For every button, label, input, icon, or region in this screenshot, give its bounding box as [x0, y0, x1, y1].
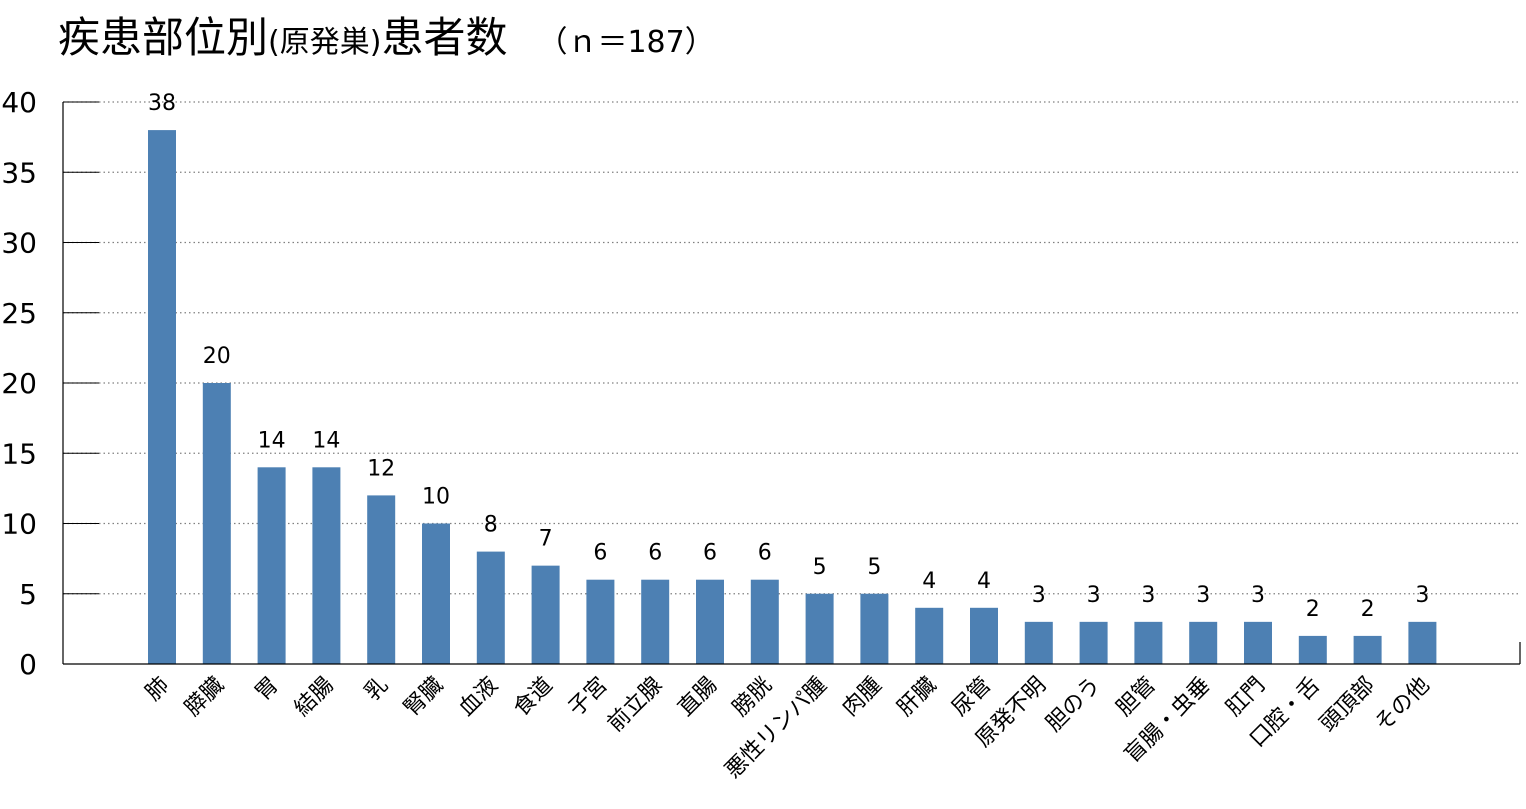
- category-label: その他: [1370, 673, 1434, 737]
- category-label: 腎臓: [399, 673, 448, 722]
- axes: [62, 102, 1521, 665]
- bar: [1079, 621, 1108, 664]
- data-label: 3: [1196, 583, 1210, 608]
- category-label: 結腸: [290, 673, 339, 722]
- data-label: 2: [1306, 597, 1320, 622]
- bar: [1189, 621, 1218, 664]
- y-tick-label: 15: [1, 437, 37, 470]
- data-label: 10: [422, 485, 450, 510]
- title-main: 疾患部位別: [58, 13, 269, 62]
- category-label: 肺: [141, 673, 174, 706]
- bars: [148, 130, 1437, 665]
- bar: [367, 495, 396, 664]
- data-label: 38: [148, 91, 176, 116]
- chart-title: 疾患部位別(原発巣)患者数 （ｎ＝187）: [58, 4, 715, 64]
- data-label: 3: [1032, 583, 1046, 608]
- data-label: 14: [312, 428, 340, 453]
- bar: [476, 551, 505, 664]
- data-label: 3: [1251, 583, 1265, 608]
- bar: [586, 579, 615, 664]
- bar: [915, 607, 944, 664]
- category-labels: 肺膵臓胃結腸乳腎臓 血液 食道 子宮前立腺 直腸 膀胱悪性リンパ腫 肉腫 肝臓 尿管原発不明胆の…: [141, 673, 1435, 784]
- data-label: 6: [648, 541, 662, 566]
- title-paren: (原発巣): [268, 25, 382, 60]
- bar: [257, 467, 286, 664]
- bar: [312, 467, 341, 664]
- category-label: 直腸: [673, 673, 722, 722]
- y-tick-label: 0: [19, 648, 37, 681]
- data-label: 6: [703, 541, 717, 566]
- data-label: 5: [867, 555, 881, 580]
- data-label: 2: [1361, 597, 1375, 622]
- data-label: 6: [758, 541, 772, 566]
- bar: [148, 130, 176, 665]
- y-tick-label: 5: [19, 578, 37, 611]
- data-label: 8: [484, 513, 498, 538]
- category-label: 頭頂部: [1315, 673, 1379, 737]
- data-label: 3: [1087, 583, 1101, 608]
- category-label: 肉腫: [838, 673, 887, 722]
- bar: [860, 593, 889, 664]
- data-label: 7: [539, 527, 553, 552]
- data-label: 3: [1141, 583, 1155, 608]
- y-tick-label: 25: [1, 297, 37, 330]
- bar: [1134, 621, 1163, 664]
- title-count: （ｎ＝187）: [537, 25, 715, 60]
- bar: [202, 383, 231, 664]
- data-label: 20: [203, 344, 231, 369]
- bar: [641, 579, 670, 664]
- bar: [422, 523, 450, 664]
- y-tick-label: 30: [1, 227, 37, 260]
- bar: [805, 593, 834, 664]
- bar: [1244, 621, 1272, 664]
- category-label: 尿管: [947, 673, 996, 722]
- category-label: 膵臓: [180, 673, 229, 722]
- y-tick-label: 20: [1, 367, 37, 400]
- y-axis-ticks: 0 5 10 15 20 25 30 35 40: [1, 86, 99, 681]
- data-label: 12: [367, 456, 395, 481]
- data-label: 14: [258, 428, 286, 453]
- data-label: 4: [922, 569, 936, 594]
- data-label: 6: [593, 541, 607, 566]
- category-label: 胆管: [1112, 673, 1161, 722]
- y-tick-label: 10: [1, 508, 37, 541]
- bar: [1408, 621, 1437, 664]
- category-label: 血液: [454, 673, 503, 722]
- category-label: 食道: [509, 673, 558, 722]
- category-label: 胆のう: [1041, 673, 1105, 737]
- bar: [1024, 621, 1053, 664]
- category-label: 肝臓: [893, 673, 942, 722]
- category-label: 子宮: [564, 673, 613, 722]
- bar: [750, 579, 779, 664]
- category-label: 肛門: [1221, 673, 1270, 722]
- y-tick-label: 40: [1, 86, 37, 119]
- value-labels: 38 20 14 14 12 10 8 7 6 6 6 6 5 5 4 4 3 3 3 3 3 2 2 3: [148, 91, 1429, 622]
- bar: [696, 579, 724, 664]
- data-label: 4: [977, 569, 991, 594]
- bar: [1298, 635, 1327, 664]
- bar: [1353, 635, 1382, 664]
- category-label: 胃: [251, 673, 284, 706]
- data-label: 5: [813, 555, 827, 580]
- category-label: 乳: [360, 673, 393, 706]
- category-label: 前立腺: [603, 673, 667, 737]
- bar: [970, 607, 998, 664]
- category-label: 膀胱: [728, 673, 777, 722]
- category-label: 悪性リンパ腫: [721, 673, 832, 784]
- bar: [531, 565, 560, 664]
- title-main2: 患者数: [381, 13, 508, 62]
- data-label: 3: [1415, 583, 1429, 608]
- y-tick-label: 35: [1, 156, 37, 189]
